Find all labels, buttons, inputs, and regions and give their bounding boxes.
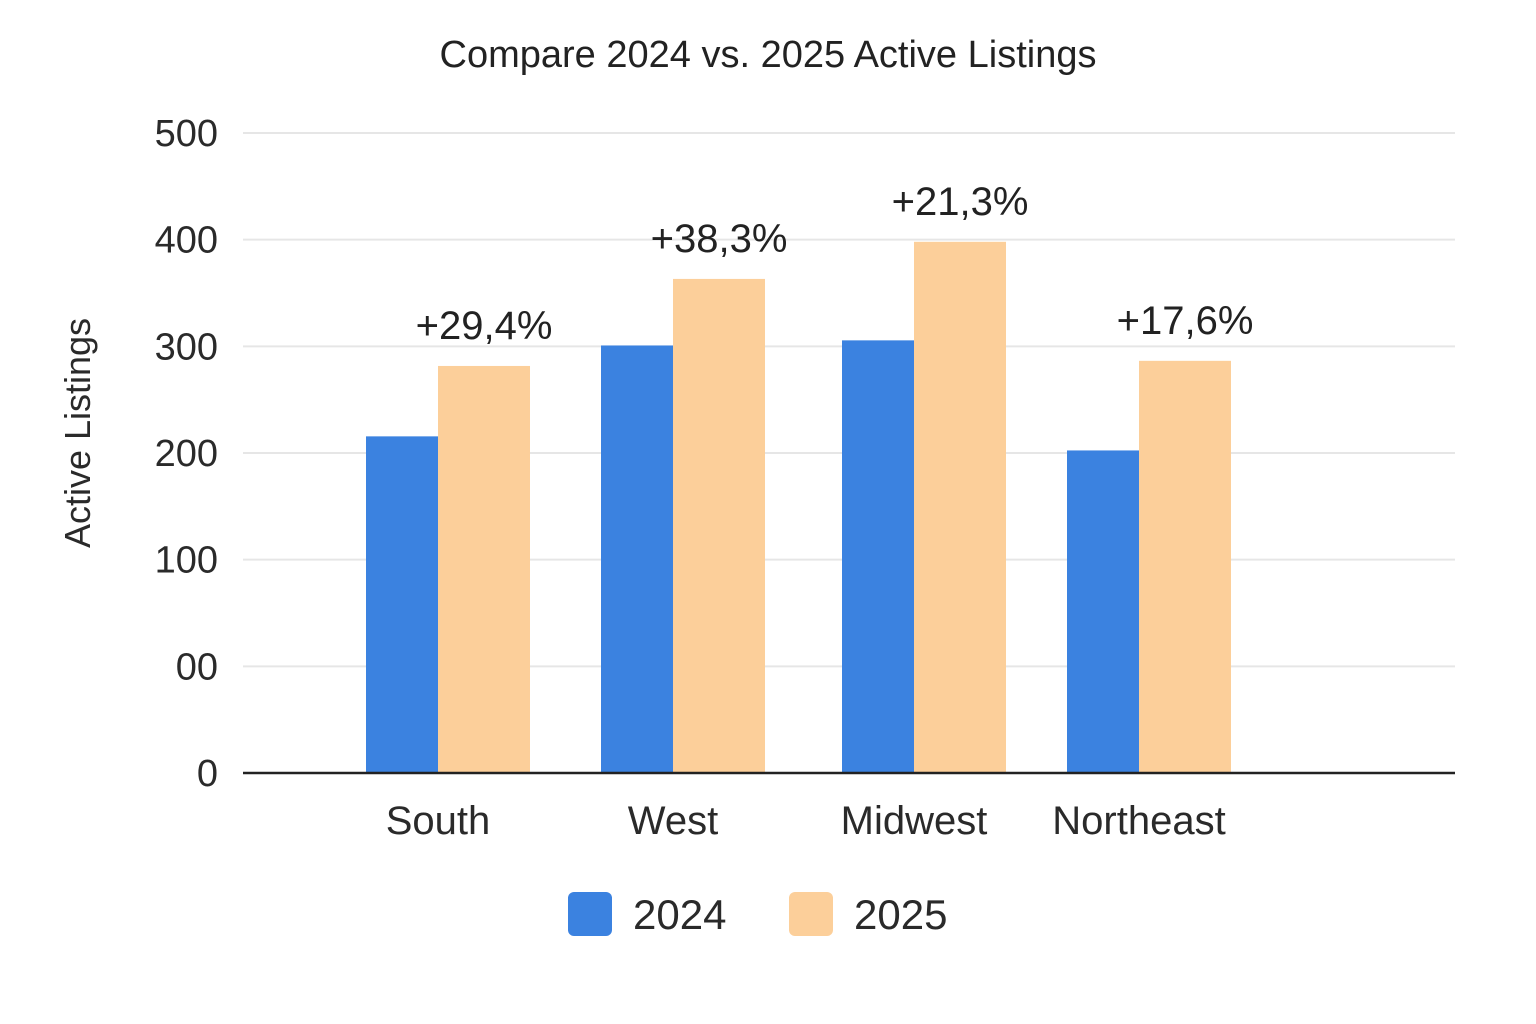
annotations: +29,4% +38,3% +21,3% +17,6% [416, 180, 1254, 348]
change-label-west: +38,3% [651, 217, 788, 261]
x-tick-label-south: South [386, 799, 491, 843]
bars [366, 241, 1231, 774]
change-label-midwest: +21,3% [892, 180, 1029, 224]
bar-2024-northeast [1067, 450, 1139, 773]
legend-swatch-2024 [568, 892, 612, 936]
y-tick-label: 400 [155, 220, 218, 262]
x-tick-label-northeast: Northeast [1052, 799, 1225, 843]
legend: 2024 2025 [568, 891, 947, 938]
bar-2025-west [673, 278, 765, 773]
y-tick-label: 100 [155, 540, 218, 582]
y-tick-label: 300 [155, 326, 218, 368]
bar-2025-south [438, 365, 530, 773]
y-tick-label: 500 [155, 113, 218, 155]
y-tick-label: 0 [197, 753, 218, 795]
legend-swatch-2025 [789, 892, 833, 936]
legend-label-2024: 2024 [633, 891, 726, 938]
chart-title: Compare 2024 vs. 2025 Active Listings [440, 34, 1097, 76]
change-label-northeast: +17,6% [1117, 299, 1254, 343]
y-tick-label: 200 [155, 433, 218, 475]
bar-2024-south [366, 436, 438, 773]
x-tick-label-west: West [628, 799, 718, 843]
legend-label-2025: 2025 [854, 891, 947, 938]
x-tick-label-midwest: Midwest [841, 799, 988, 843]
bar-2024-midwest [842, 340, 914, 773]
bar-2025-northeast [1139, 360, 1231, 773]
bar-2024-west [601, 345, 673, 773]
y-tick-label: 00 [176, 646, 218, 688]
change-label-south: +29,4% [416, 304, 553, 348]
x-axis-labels: South West Midwest Northeast [386, 799, 1226, 843]
bar-2025-midwest [914, 241, 1006, 774]
y-axis-title: Active Listings [57, 318, 98, 548]
